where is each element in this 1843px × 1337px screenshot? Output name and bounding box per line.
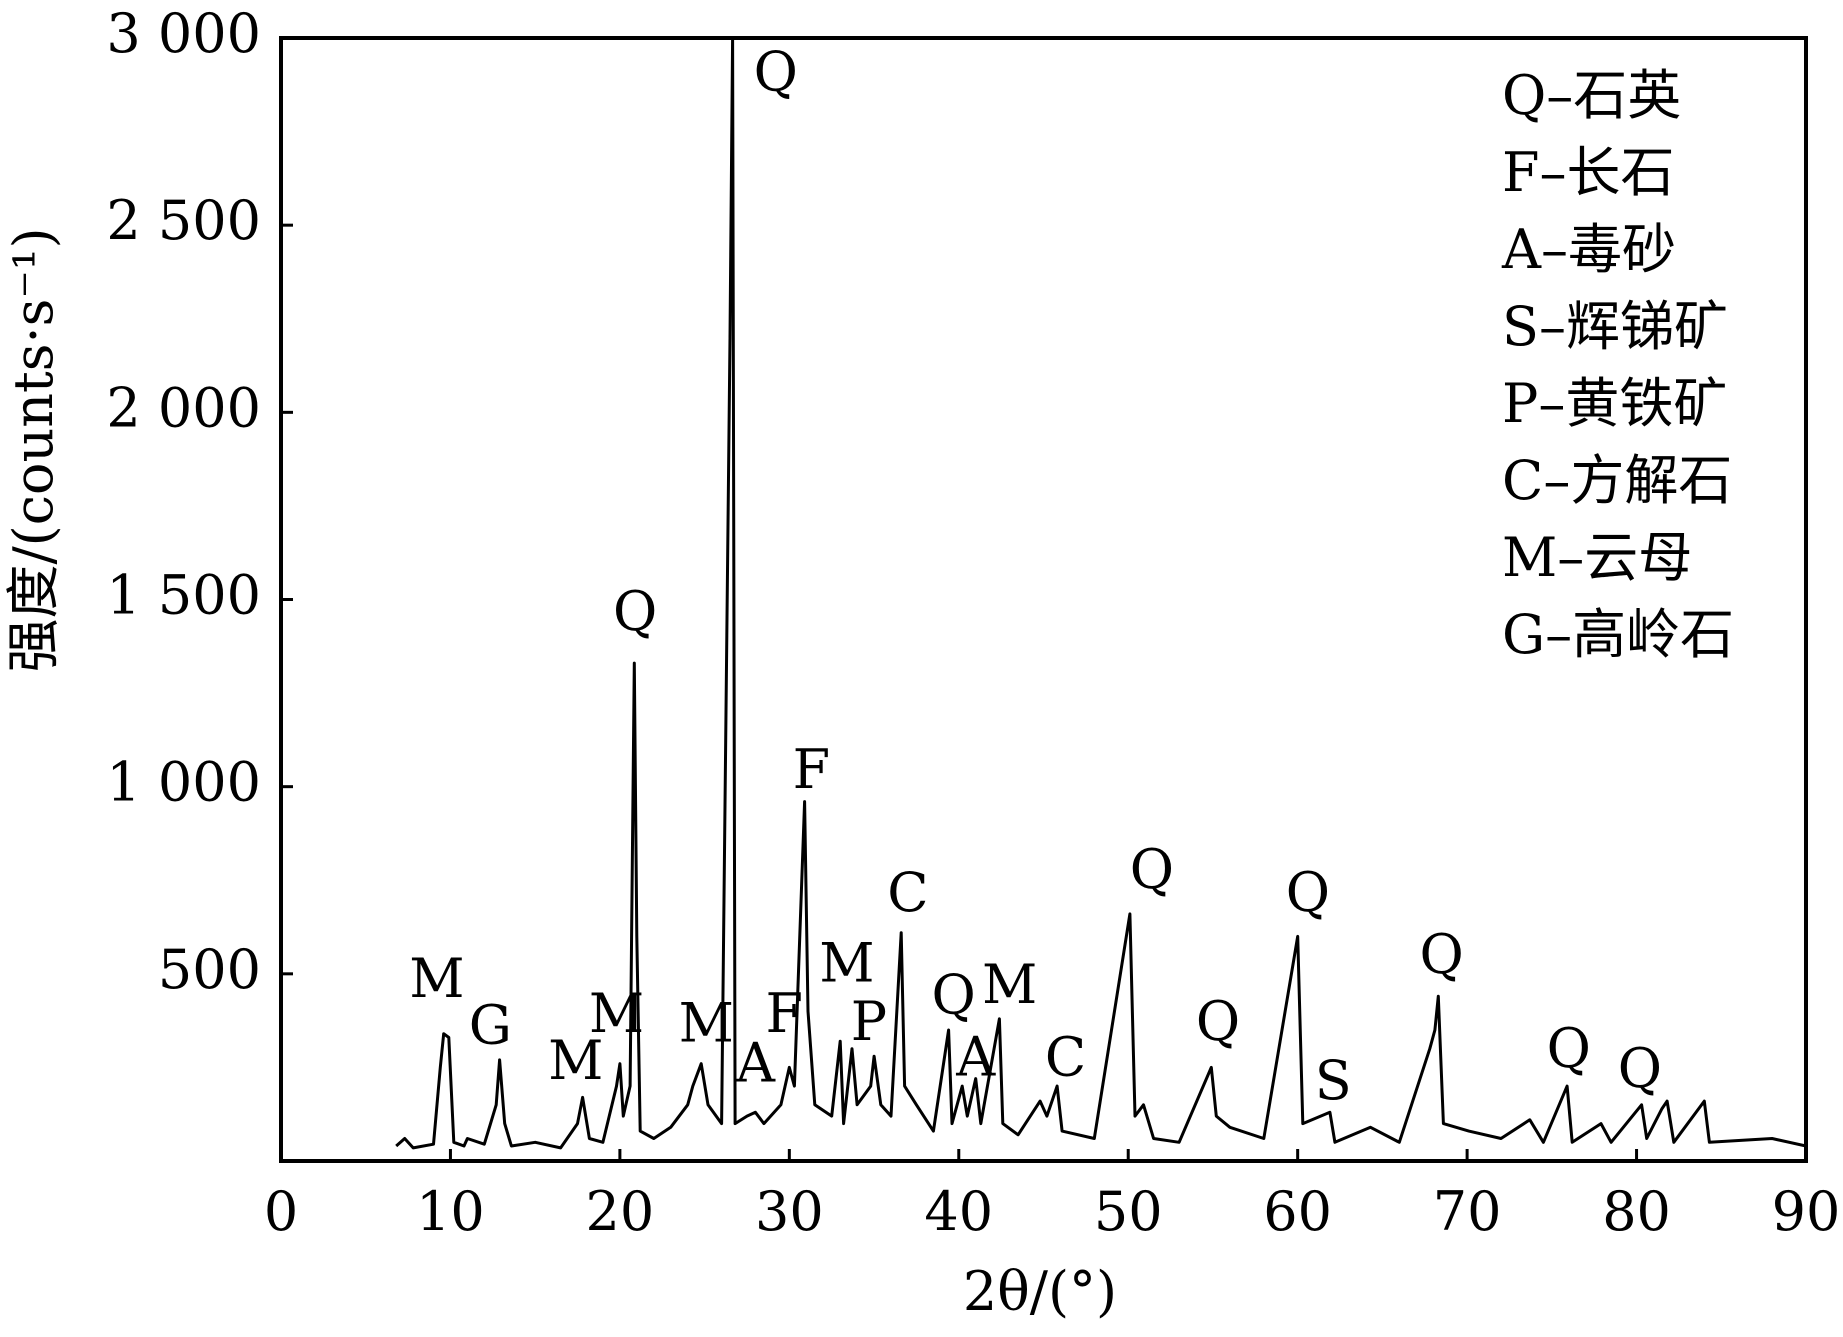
plot-frame <box>279 36 1808 1163</box>
peak-label: Q <box>754 41 798 104</box>
peak-label: A <box>735 1031 776 1094</box>
x-tick-label: 60 <box>1263 1180 1332 1243</box>
x-tick-label: 30 <box>755 1180 824 1243</box>
peak-label: S <box>1315 1049 1352 1112</box>
peak-label: G <box>469 994 512 1057</box>
peak-label: Q <box>613 580 657 643</box>
y-tick-label: 2 000 <box>106 376 261 439</box>
line <box>395 36 1807 1150</box>
peak-label: Q <box>1618 1037 1662 1100</box>
peak-label: M <box>589 982 644 1045</box>
peak-label: Q <box>1286 861 1330 924</box>
peak-label: A <box>955 1025 996 1088</box>
x-tick-label: 40 <box>924 1180 993 1243</box>
peak-label: F <box>766 982 803 1045</box>
peak-label: M <box>982 953 1037 1016</box>
legend-entry: Q–石英 <box>1502 64 1681 127</box>
peak-label: M <box>409 947 464 1010</box>
x-tick-label: 90 <box>1772 1180 1841 1243</box>
x-tick-label: 20 <box>586 1180 655 1243</box>
peak-label: Q <box>1130 838 1174 901</box>
legend-entry: S–辉锑矿 <box>1502 295 1728 358</box>
legend-entry: A–毒砂 <box>1501 218 1676 281</box>
x-tick-label: 0 <box>264 1180 298 1243</box>
peak-label: F <box>793 738 830 801</box>
peak-label: M <box>819 931 874 994</box>
peak-label: Q <box>1420 923 1464 986</box>
peak-label: Q <box>1547 1017 1591 1080</box>
x-tick-label: 70 <box>1433 1180 1502 1243</box>
legend-entry: F–长石 <box>1502 141 1674 204</box>
x-tick-label: 80 <box>1602 1180 1671 1243</box>
peak-label: C <box>1045 1025 1086 1088</box>
x-tick-label: 10 <box>416 1180 485 1243</box>
x-axis-label: 2θ/(°) <box>963 1260 1117 1323</box>
peak-label: P <box>851 990 887 1053</box>
x-tick-label: 50 <box>1094 1180 1163 1243</box>
legend-entry: C–方解石 <box>1502 449 1732 512</box>
peak-label: C <box>887 861 928 924</box>
y-tick-label: 1 000 <box>106 751 261 814</box>
peak-label: M <box>679 991 734 1054</box>
y-tick-label: 3 000 <box>106 2 261 65</box>
y-tick-label: 1 500 <box>106 564 261 627</box>
y-axis-label: 强度/(counts·s⁻¹) <box>2 227 65 672</box>
peak-label: M <box>548 1029 603 1092</box>
peak-label: Q <box>1196 990 1240 1053</box>
legend-entry: M–云母 <box>1502 526 1692 589</box>
y-tick-label: 2 500 <box>106 189 261 252</box>
y-tick-label: 500 <box>158 938 261 1001</box>
legend-entry: G–高岭石 <box>1502 603 1734 666</box>
legend-entry: P–黄铁矿 <box>1502 372 1727 435</box>
peak-label: Q <box>932 963 976 1026</box>
